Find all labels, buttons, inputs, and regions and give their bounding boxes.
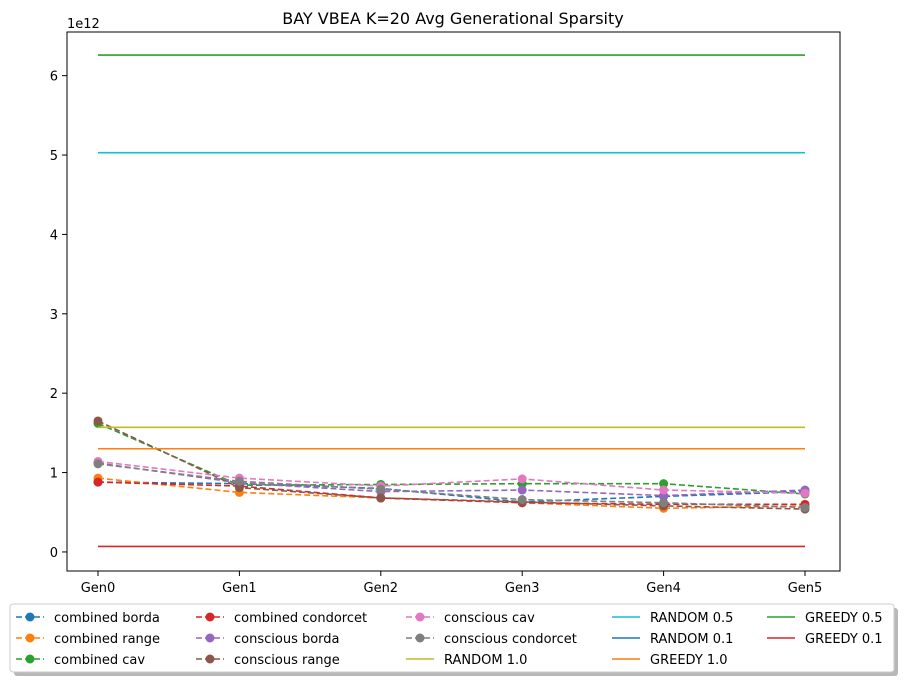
legend-label: combined borda <box>54 611 160 626</box>
x-tick-label: Gen2 <box>364 581 399 596</box>
y-tick-label: 2 <box>50 387 58 402</box>
series-line <box>97 463 806 509</box>
y-axis: 0 1 2 3 4 5 6 <box>50 70 67 561</box>
data-point <box>234 476 244 486</box>
legend-marker <box>25 654 35 664</box>
x-tick-label: Gen3 <box>505 581 540 596</box>
x-tick-label: Gen1 <box>222 581 257 596</box>
y-tick-label: 6 <box>50 70 58 85</box>
data-point <box>93 416 103 426</box>
legend-label: RANDOM 0.1 <box>650 632 733 647</box>
legend-label: conscious cav <box>444 611 535 626</box>
legend-marker <box>205 633 215 643</box>
data-point <box>800 488 810 498</box>
y-tick-label: 0 <box>50 546 58 561</box>
y-tick-label: 4 <box>50 228 58 243</box>
legend-marker <box>415 633 425 643</box>
x-axis: Gen0 Gen1 Gen2 Gen3 Gen4 Gen5 <box>81 571 823 596</box>
chart-title: BAY VBEA K=20 Avg Generational Sparsity <box>282 9 623 28</box>
data-point <box>93 459 103 469</box>
legend-marker <box>25 612 35 622</box>
x-tick-label: Gen4 <box>646 581 681 596</box>
series-line <box>97 420 806 510</box>
data-point <box>234 483 244 493</box>
legend-label: conscious condorcet <box>444 632 577 647</box>
plot-area <box>66 31 841 572</box>
legend: combined borda combined range combined cav… <box>9 603 898 676</box>
data-point <box>800 502 810 512</box>
legend-label: conscious range <box>234 653 340 668</box>
legend-marker <box>205 612 215 622</box>
legend-marker <box>205 654 215 664</box>
legend-label: GREEDY 0.1 <box>805 632 883 647</box>
legend-label: conscious borda <box>234 632 340 647</box>
y-offset-label: 1e12 <box>67 17 100 32</box>
legend-label: combined range <box>54 632 160 647</box>
y-tick-label: 3 <box>50 308 58 323</box>
legend-label: RANDOM 0.5 <box>650 611 733 626</box>
series-line <box>97 462 806 497</box>
series-layer <box>93 54 810 548</box>
x-tick-label: Gen5 <box>788 581 823 596</box>
x-tick-label: Gen0 <box>81 581 116 596</box>
legend-label: combined cav <box>54 653 145 668</box>
legend-label: combined condorcet <box>234 611 367 626</box>
data-point <box>517 495 527 505</box>
y-tick-label: 5 <box>50 149 58 164</box>
legend-marker <box>25 633 35 643</box>
data-point <box>517 474 527 484</box>
data-point <box>659 479 669 489</box>
data-point <box>93 477 103 487</box>
data-point <box>659 485 669 495</box>
data-point <box>376 493 386 503</box>
series-line <box>97 460 806 495</box>
legend-label: GREEDY 0.5 <box>805 611 883 626</box>
data-point <box>659 498 669 508</box>
legend-label: RANDOM 1.0 <box>444 653 527 668</box>
data-point <box>517 485 527 495</box>
y-tick-label: 1 <box>50 467 58 482</box>
legend-marker <box>415 612 425 622</box>
legend-box <box>9 603 895 673</box>
legend-label: GREEDY 1.0 <box>650 653 728 668</box>
data-point <box>376 484 386 494</box>
